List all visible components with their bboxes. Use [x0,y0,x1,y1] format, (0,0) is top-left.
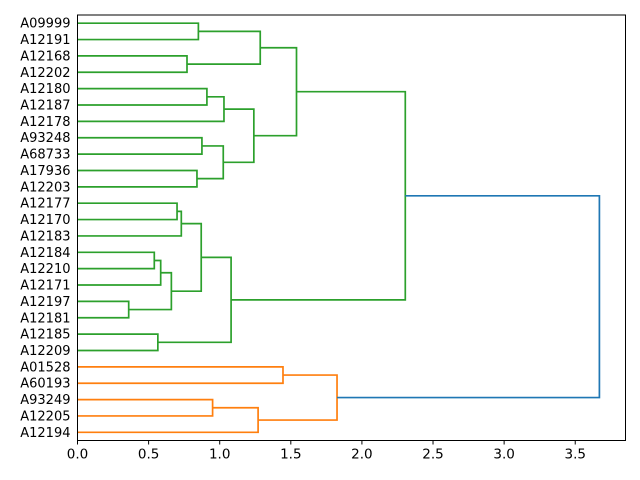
leaf-label: A12185 [20,328,70,343]
leaf-label: A12191 [20,33,70,48]
leaf-label: A12194 [20,426,70,441]
x-tick-label: 1.5 [280,447,301,463]
leaf-label: A12202 [20,66,70,81]
leaf-label: A60193 [20,377,70,392]
x-tick-label: 3.0 [493,447,514,463]
leaf-label: A12183 [20,229,70,244]
leaf-label: A09999 [20,17,70,32]
x-tick-label: 1.0 [209,447,230,463]
leaf-label: A12210 [20,262,70,277]
leaf-label: A12203 [20,180,70,195]
x-tick-label: 3.5 [564,447,585,463]
dendrogram-link [337,194,601,399]
leaf-label: A12168 [20,49,70,64]
leaf-label: A12197 [20,295,70,310]
leaf-label: A12177 [20,197,70,212]
leaf-label: A01528 [20,360,70,375]
leaf-label: A12178 [20,115,70,130]
x-tick-label: 0.5 [138,447,159,463]
leaf-label: A12170 [20,213,70,228]
x-tick-label: 2.0 [351,447,372,463]
leaf-label: A93248 [20,131,70,146]
leaf-label: A12171 [20,279,70,294]
leaf-label: A12205 [20,409,70,424]
leaf-label: A68733 [20,148,70,163]
leaf-label: A12180 [20,82,70,97]
leaf-label: A12209 [20,344,70,359]
x-tick-label: 0.0 [67,447,88,463]
axes-spines [77,14,626,441]
leaf-label: A12181 [20,311,70,326]
leaf-label: A17936 [20,164,70,179]
leaf-label: A93249 [20,393,70,408]
leaf-label: A12187 [20,99,70,114]
leaf-label: A12184 [20,246,70,261]
x-tick-label: 2.5 [422,447,443,463]
